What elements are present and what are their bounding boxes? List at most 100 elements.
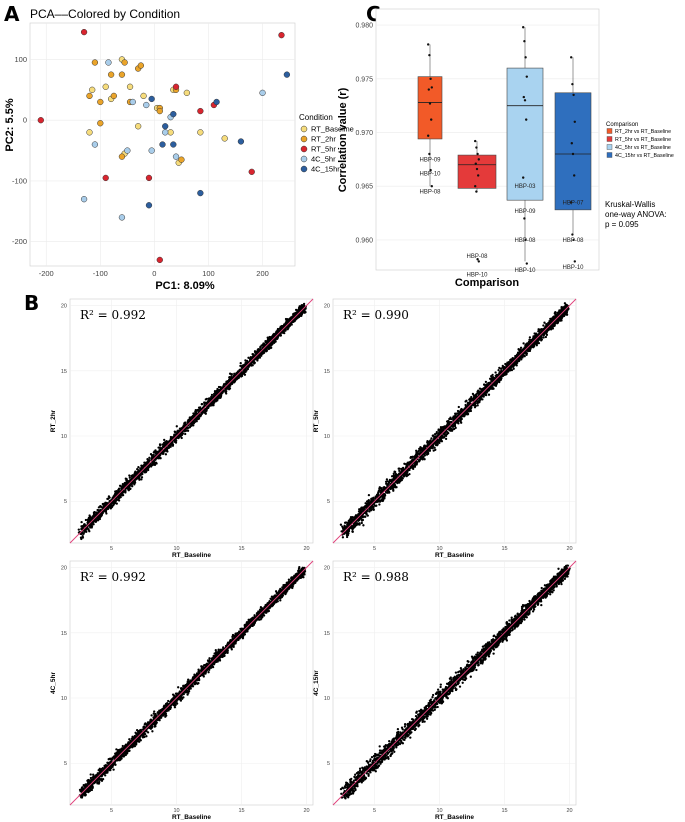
box-point (475, 146, 478, 149)
scatter-point (111, 501, 115, 505)
box-point (573, 174, 576, 177)
scatter-point (229, 377, 233, 380)
scatter-point (148, 456, 151, 459)
scatter-point (222, 385, 225, 388)
scatter-point (151, 455, 154, 458)
scatter-point (122, 483, 126, 486)
kw-line-1: Kruskal-Wallis (605, 200, 655, 209)
box-point (474, 162, 477, 165)
box-point (525, 75, 528, 78)
box-point-label: HBP-08 (466, 254, 488, 260)
pca-title: PCA––Colored by Condition (30, 7, 180, 21)
scatter-x-tick: 20 (303, 546, 309, 552)
scatter-point (269, 335, 273, 339)
pca-point (183, 89, 190, 97)
box-point (428, 53, 431, 57)
scatter-point (187, 426, 190, 429)
pca-x-tick: 0 (152, 269, 156, 278)
box-point (573, 260, 576, 263)
scatter-point (492, 387, 495, 390)
box-point-label: HBP-07 (562, 200, 584, 206)
box-rect (554, 92, 592, 211)
scatter-point (457, 405, 460, 409)
panel-letter-a: A (4, 2, 20, 26)
scatter-point (508, 362, 511, 365)
scatter-y-tick: 15 (61, 369, 67, 375)
pca-point (126, 83, 134, 90)
scatter-x-tick: 15 (238, 546, 244, 552)
scatter-point (219, 393, 222, 396)
scatter-point (203, 403, 206, 407)
scatter-point (125, 478, 128, 481)
scatter-point (378, 503, 381, 506)
scatter-y-label: RT_2hr (50, 409, 57, 432)
scatter-point (159, 448, 162, 451)
scatter-point (251, 364, 254, 367)
pca-point (80, 28, 88, 36)
scatter-point (348, 520, 351, 524)
scatter-point (295, 311, 298, 314)
scatter-x-label: RT_Baseline (172, 552, 211, 559)
scatter-point (212, 392, 216, 396)
box-legend-label: RT_2hr vs RT_Baseline (615, 129, 671, 135)
scatter-point (300, 311, 303, 315)
box-point (475, 190, 478, 193)
pca-x-tick: -100 (93, 269, 108, 278)
scatter-point (542, 336, 545, 339)
box-y-label: Correlation value (r) (337, 87, 349, 192)
pca-legend-label: 4C_15hr (311, 165, 340, 174)
box-legend-title: Comparison (606, 122, 638, 128)
box-legend-label: 4C_5hr vs RT_Baseline (615, 145, 671, 151)
scatter-point (556, 311, 559, 314)
box-point (525, 262, 528, 265)
scatter-point (205, 407, 208, 410)
box-point (524, 238, 527, 242)
scatter-point (302, 310, 306, 313)
scatter-point (233, 379, 236, 383)
scatter-point (359, 507, 362, 511)
pca-legend-swatch (300, 155, 308, 163)
scatter-point (199, 415, 202, 418)
pca-point (148, 147, 155, 154)
pca-y-tick: 100 (14, 55, 27, 64)
pca-point (170, 110, 177, 118)
scatter-point (435, 431, 438, 434)
box-point-label: HBP-09 (419, 157, 441, 163)
box-point-label: HBP-10 (562, 265, 584, 271)
scatter-point (497, 368, 500, 372)
scatter-y-tick: 10 (324, 434, 330, 440)
scatter-point (133, 480, 136, 484)
scatter-r2-label: R² = 0.992 (80, 308, 146, 322)
scatter-y-tick: 20 (61, 304, 67, 310)
scatter-point (96, 517, 99, 520)
scatter-x-tick: 5 (110, 546, 113, 552)
pca-chart: PCA––Colored by Condition -200 -100 0 100 20… (4, 7, 354, 292)
scatter-y-tick: 15 (324, 369, 330, 375)
pca-point (172, 83, 180, 90)
pca-point (129, 98, 136, 106)
scatter-point (106, 507, 110, 511)
scatter-point (473, 406, 477, 409)
box-point (476, 152, 479, 156)
pca-legend-swatch (300, 135, 308, 143)
pca-point (197, 189, 204, 197)
pca-point (237, 138, 245, 145)
pca-legend-label: RT_2hr (311, 135, 336, 144)
scatter-point (498, 366, 501, 370)
box-legend-swatch (606, 128, 613, 134)
pca-point (170, 141, 177, 148)
scatter-point (222, 383, 226, 386)
box-point (524, 56, 527, 59)
pca-point (118, 71, 126, 78)
scatter-point (131, 485, 134, 488)
scatter-point (128, 476, 131, 479)
scatter-point (92, 523, 95, 526)
scatter-point (276, 329, 279, 332)
box-point (476, 258, 479, 261)
scatter-point (239, 361, 242, 365)
scatter-point (171, 436, 174, 440)
scatter-point (138, 478, 141, 481)
scatter-point (261, 352, 265, 355)
scatter-point (126, 480, 129, 484)
scatter-point (124, 491, 127, 494)
